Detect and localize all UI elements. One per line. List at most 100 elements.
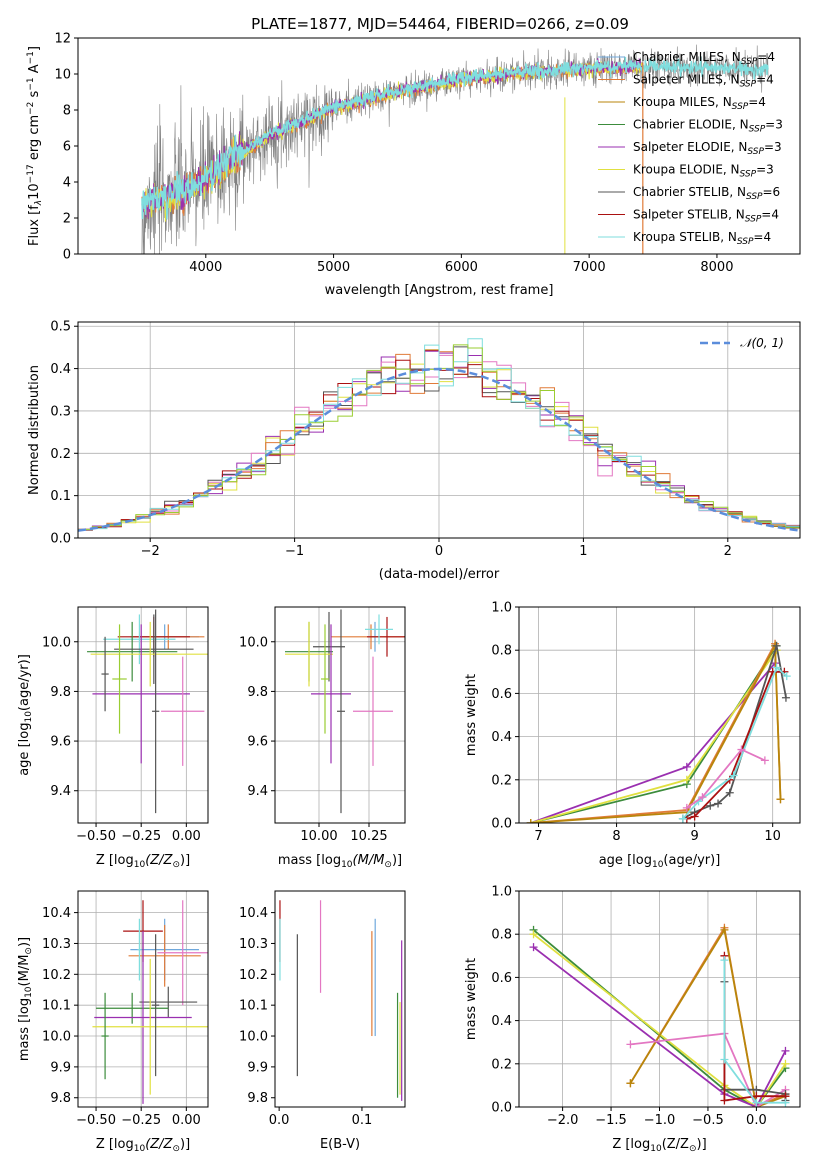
label-part: Flux [f	[27, 205, 42, 246]
x-axis-label: Z [log10(Z/Z⊙)]	[612, 1137, 706, 1154]
x-tick-label: 10.00	[300, 829, 337, 844]
legend-label: Salpeter ELODIE, NSSP=3	[633, 140, 782, 157]
y-tick-label: 9.8	[247, 1091, 268, 1106]
label-part: age [log	[599, 853, 652, 868]
y-tick-label: 0.1	[50, 489, 71, 504]
gaussian-curve	[78, 367, 800, 532]
x-tick-label: −1.5	[595, 1113, 627, 1128]
legend-n: N	[732, 50, 741, 64]
legend-value: =4	[756, 73, 774, 87]
label-part: (M/M	[17, 955, 32, 987]
panel-spectrum: 4000 5000 6000 7000 8000 0 2 4 6 8 10 12 wavelength …	[26, 32, 801, 298]
weight-marker	[682, 762, 691, 771]
y-axis-label: age [log10(age/yr)]	[17, 654, 34, 776]
legend-n: N	[740, 118, 749, 132]
x-tick-label: 9	[690, 829, 698, 844]
y-tick-label: 0.2	[491, 773, 512, 788]
label-part: 10	[24, 711, 34, 723]
plot-area	[78, 338, 800, 532]
y-tick-label: 10.2	[239, 968, 268, 983]
y-tick-label: 9.4	[50, 784, 71, 799]
axes-frame	[77, 37, 801, 255]
legend-name: Salpeter MILES,	[633, 73, 731, 87]
legend-sub: SSP	[749, 125, 766, 135]
weight-line	[530, 640, 782, 823]
legend-label: Chabrier STELIB, NSSP=6	[633, 185, 780, 202]
label-part: (Z/Z	[662, 1137, 689, 1152]
y-axis-label: Flux [fλ10−17 erg cm−2 s−1 A−1]	[26, 46, 44, 246]
label-part: )]	[697, 1137, 707, 1152]
axes-frame	[77, 606, 209, 824]
label-part: A	[27, 64, 42, 77]
legend-name: Salpeter ELODIE,	[633, 140, 738, 154]
x-axis-label: wavelength [Angstrom, rest frame]	[325, 283, 554, 298]
weight-marker	[714, 799, 723, 808]
axes-frame	[274, 606, 406, 824]
y-tick-label: 0.6	[491, 971, 512, 986]
x-tick-label: 0	[435, 544, 443, 559]
y-tick-label: 0.2	[50, 447, 71, 462]
label-part: λ	[34, 200, 44, 206]
panel-mass-vs-Z: −0.50 −0.25 0.00 9.8 9.9 10.0 10.1 10.2 10.3 10.4…	[17, 890, 209, 1154]
y-tick-label: 12	[54, 32, 71, 47]
y-axis-label: mass weight	[464, 674, 479, 756]
weight-marker	[720, 956, 729, 965]
legend-n: N	[738, 140, 747, 154]
y-tick-label: 2	[63, 212, 71, 227]
x-tick-label: 0.0	[269, 1113, 290, 1128]
x-tick-label: 7000	[573, 260, 606, 275]
label-part: −1	[26, 51, 36, 64]
label-part: Z [log	[96, 853, 134, 868]
y-axis-label: mass weight	[464, 958, 479, 1040]
y-tick-label: 0.3	[50, 404, 71, 419]
label-part: (Z/Z	[145, 853, 173, 868]
weight-marker	[729, 771, 738, 780]
plot-area	[92, 900, 208, 1104]
y-tick-label: 0	[63, 248, 71, 263]
x-tick-label: −2.0	[547, 1113, 579, 1128]
label-part: −17	[26, 164, 36, 183]
y-tick-label: 9.8	[50, 1091, 71, 1106]
weight-marker	[690, 812, 699, 821]
x-tick-label: 0.0	[746, 1113, 767, 1128]
label-part: erg cm	[27, 115, 42, 164]
y-tick-label: 10.4	[42, 906, 71, 921]
x-axis-label: Z [log10(Z/Z⊙)]	[96, 1137, 190, 1154]
x-tick-label: −1.0	[644, 1113, 676, 1128]
axes-frame	[274, 890, 406, 1108]
weight-line	[686, 748, 766, 809]
legend-name: Chabrier MILES,	[633, 50, 732, 64]
x-tick-label: 10.25	[350, 829, 387, 844]
x-axis-label: Z [log10(Z/Z⊙)]	[96, 853, 190, 870]
y-tick-label: 0.5	[50, 320, 71, 335]
legend-name: Kroupa ELODIE,	[633, 163, 731, 177]
weight-marker	[706, 801, 715, 810]
x-axis-label: mass [log10(M/M⊙)]	[278, 853, 402, 870]
x-tick-label: −0.25	[121, 829, 161, 844]
weight-marker	[526, 819, 535, 823]
panel-weight-vs-Z: −2.0 −1.5 −1.0 −0.5 0.0 0.0 0.2 0.4 0.6 0.8 1.0 Z […	[464, 885, 801, 1154]
label-part: (age/yr)]	[663, 853, 720, 868]
plot-area	[526, 639, 791, 823]
y-tick-label: 4	[63, 176, 71, 191]
weight-marker	[678, 814, 687, 823]
weight-marker	[782, 672, 791, 681]
label-part: mass [log	[278, 853, 341, 868]
y-tick-label: 10.0	[42, 1030, 71, 1045]
x-tick-label: 0.00	[172, 1113, 201, 1128]
x-tick-label: 10	[764, 829, 781, 844]
weight-line	[530, 645, 778, 823]
x-tick-label: 8	[612, 829, 620, 844]
legend-sub: SSP	[737, 237, 754, 247]
legend-name: Chabrier STELIB,	[633, 185, 737, 199]
axes-frame	[518, 606, 801, 824]
weight-marker	[682, 775, 691, 784]
y-tick-label: 9.6	[50, 735, 71, 750]
legend-n: N	[736, 208, 745, 222]
y-tick-label: 9.6	[247, 735, 268, 750]
label-part: Z [log	[96, 1137, 134, 1152]
plot-area	[141, 44, 769, 254]
y-tick-label: 0.6	[491, 687, 512, 702]
